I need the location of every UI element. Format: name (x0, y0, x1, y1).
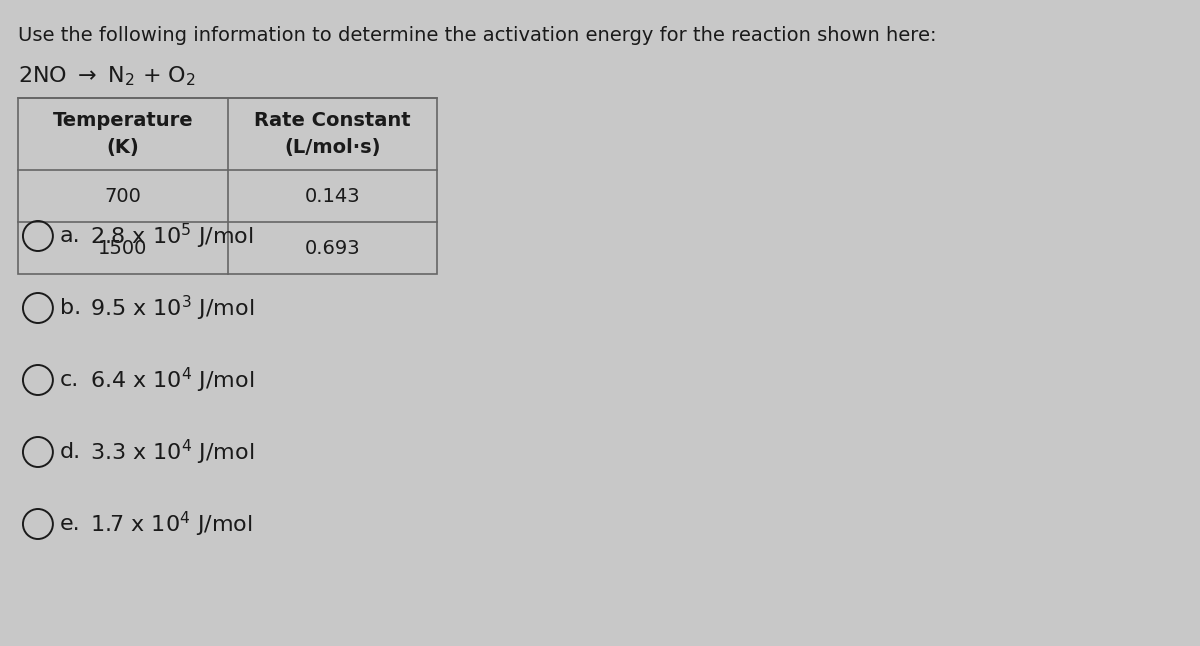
Text: Rate Constant
(L/mol·s): Rate Constant (L/mol·s) (254, 111, 410, 157)
Text: 2NO $\rightarrow$ N$_2$ + O$_2$: 2NO $\rightarrow$ N$_2$ + O$_2$ (18, 64, 196, 88)
Text: a.: a. (60, 226, 80, 246)
Text: 3.3 x 10$^4$ J/mol: 3.3 x 10$^4$ J/mol (90, 437, 254, 466)
Text: 700: 700 (104, 187, 142, 205)
Text: 1500: 1500 (98, 238, 148, 258)
Text: c.: c. (60, 370, 79, 390)
Text: 1.7 x 10$^4$ J/mol: 1.7 x 10$^4$ J/mol (90, 510, 252, 539)
Text: Use the following information to determine the activation energy for the reactio: Use the following information to determi… (18, 26, 936, 45)
Text: 9.5 x 10$^3$ J/mol: 9.5 x 10$^3$ J/mol (90, 293, 254, 322)
Text: Temperature
(K): Temperature (K) (53, 111, 193, 157)
Text: 2.8 x 10$^5$ J/mol: 2.8 x 10$^5$ J/mol (90, 222, 253, 251)
Text: 0.143: 0.143 (305, 187, 360, 205)
Text: b.: b. (60, 298, 82, 318)
Bar (18, 98, 437, 274)
Text: 0.693: 0.693 (305, 238, 360, 258)
Text: 6.4 x 10$^4$ J/mol: 6.4 x 10$^4$ J/mol (90, 366, 254, 395)
Text: d.: d. (60, 442, 82, 462)
Text: e.: e. (60, 514, 80, 534)
